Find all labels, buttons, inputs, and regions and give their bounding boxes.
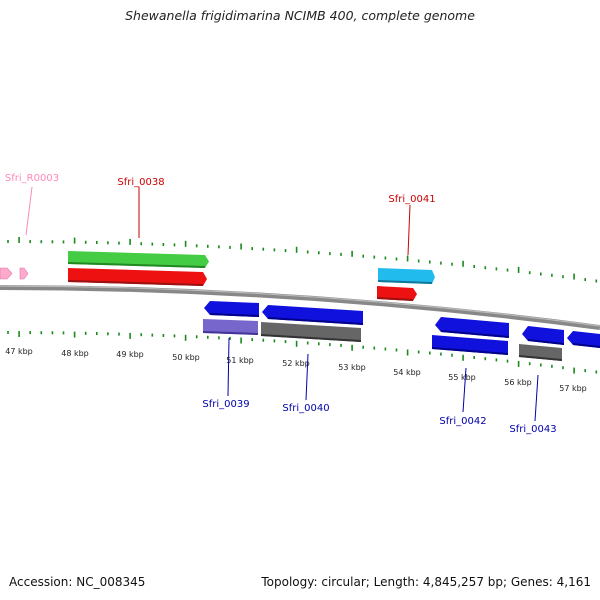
scale-label-53kbp: 53 kbp bbox=[338, 363, 366, 372]
gene-feature-sfri-0039[interactable] bbox=[203, 301, 259, 335]
scale-label-50kbp: 50 kbp bbox=[172, 353, 200, 362]
rna-feature-sfri-r0003[interactable] bbox=[0, 267, 29, 280]
gene-label-sfri-0041[interactable]: Sfri_0041 bbox=[388, 194, 435, 205]
gene-label-sfri-0039[interactable]: Sfri_0039 bbox=[202, 399, 249, 410]
genome-title: Shewanella frigidimarina NCIMB 400, comp… bbox=[125, 8, 475, 23]
leader-line-sfri-0043 bbox=[534, 374, 539, 422]
genome-backbone bbox=[0, 285, 600, 330]
gene-label-sfri-0043[interactable]: Sfri_0043 bbox=[509, 424, 556, 435]
gene-label-sfri-r0003[interactable]: Sfri_R0003 bbox=[5, 173, 59, 184]
scale-label-49kbp: 49 kbp bbox=[116, 350, 144, 359]
accession-text: Accession: NC_008345 bbox=[9, 575, 146, 589]
leader-line-sfri-0040 bbox=[305, 353, 309, 401]
leader-line-sfri-0039 bbox=[227, 337, 230, 397]
gene-label-sfri-0040[interactable]: Sfri_0040 bbox=[282, 403, 329, 414]
gene-feature-sfri-0041[interactable] bbox=[377, 268, 435, 301]
gene-label-sfri-0042[interactable]: Sfri_0042 bbox=[439, 416, 486, 427]
scale-label-48kbp: 48 kbp bbox=[61, 349, 89, 358]
leader-line-sfri-0041 bbox=[407, 204, 411, 256]
gene-feature-sfri-0038[interactable] bbox=[68, 251, 209, 286]
gene-feature-sfri-0040[interactable] bbox=[261, 305, 363, 342]
scale-label-51kbp: 51 kbp bbox=[226, 356, 254, 365]
gene-label-sfri-0038[interactable]: Sfri_0038 bbox=[117, 177, 164, 188]
leader-line-sfri-r0003 bbox=[25, 186, 33, 236]
genome-summary-text: Topology: circular; Length: 4,845,257 bp… bbox=[261, 575, 591, 589]
scale-label-47kbp: 47 kbp bbox=[5, 347, 33, 356]
scale-label-55kbp: 55 kbp bbox=[448, 373, 476, 382]
scale-label-54kbp: 54 kbp bbox=[393, 368, 421, 377]
forward-scale-ticks bbox=[7, 237, 598, 283]
scale-label-56kbp: 56 kbp bbox=[504, 378, 532, 387]
scale-label-57kbp: 57 kbp bbox=[559, 384, 587, 393]
reverse-scale-ticks bbox=[7, 331, 598, 374]
gene-feature-sfri-0042[interactable] bbox=[432, 317, 509, 355]
leader-line-sfri-0042 bbox=[462, 367, 467, 413]
scale-label-52kbp: 52 kbp bbox=[282, 359, 310, 368]
gene-feature-sfri-0043[interactable] bbox=[519, 326, 600, 361]
